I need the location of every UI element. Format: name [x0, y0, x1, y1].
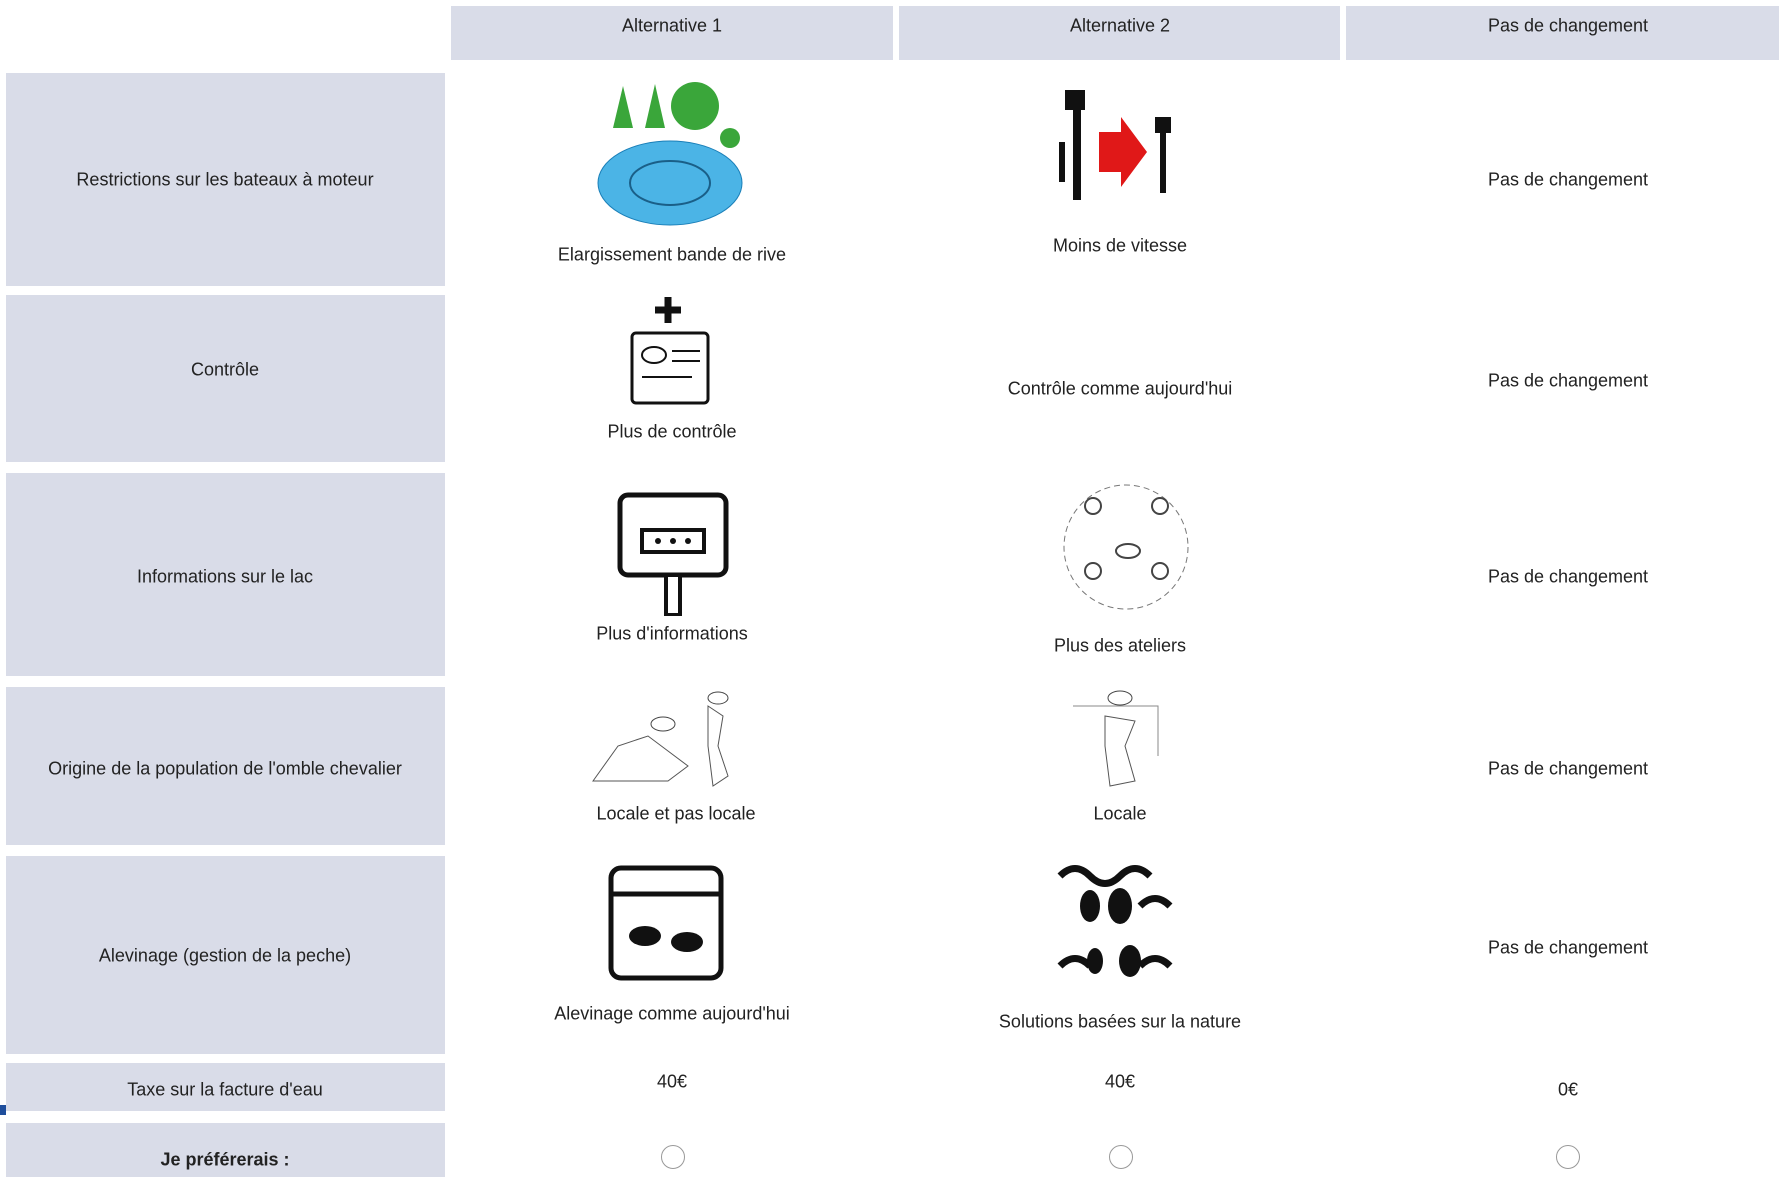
radio-no-change[interactable]	[1556, 1145, 1580, 1169]
price: 0€	[1557, 1079, 1579, 1100]
row-label-cell	[6, 295, 445, 462]
option-caption: Elargissement bande de rive	[557, 244, 787, 265]
row-label-cell	[6, 1123, 445, 1177]
icon-control	[630, 297, 710, 405]
row-label-cell	[6, 73, 445, 286]
column-header: Pas de changement	[1487, 15, 1649, 36]
price: 40€	[1104, 1071, 1136, 1092]
icon-workshops	[1063, 484, 1189, 610]
option-caption: Pas de changement	[1487, 169, 1649, 190]
option-caption: Pas de changement	[1487, 566, 1649, 587]
icon-stocking	[608, 865, 724, 981]
radio-alternative-1[interactable]	[661, 1145, 685, 1169]
radio-alternative-2[interactable]	[1109, 1145, 1133, 1169]
icon-information	[617, 492, 729, 616]
row-label: Origine de la population de l'omble chev…	[48, 758, 402, 779]
row-label: Alevinage (gestion de la peche)	[98, 945, 352, 966]
row-label: Contrôle	[190, 359, 260, 380]
header-cell	[1346, 6, 1779, 60]
icon-speed	[1059, 90, 1171, 200]
row-label: Informations sur le lac	[136, 566, 314, 587]
option-caption: Locale	[1093, 803, 1147, 824]
icon-origin-mixed	[592, 691, 729, 787]
marker	[0, 1105, 6, 1115]
option-caption: Plus des ateliers	[1053, 635, 1187, 656]
header-cell	[899, 6, 1340, 60]
column-header: Alternative 1	[621, 15, 723, 36]
column-header: Alternative 2	[1069, 15, 1171, 36]
row-label-cell	[6, 687, 445, 845]
icon-shore	[597, 82, 743, 226]
icon-nature	[1057, 865, 1173, 977]
header-cell	[451, 6, 893, 60]
icon-origin-local	[1073, 690, 1159, 787]
price: 40€	[656, 1071, 688, 1092]
option-caption: Moins de vitesse	[1052, 235, 1188, 256]
option-caption: Pas de changement	[1487, 937, 1649, 958]
row-label-cell	[6, 473, 445, 676]
row-label: Taxe sur la facture d'eau	[127, 1079, 323, 1100]
option-caption: Contrôle comme aujourd'hui	[1007, 378, 1233, 399]
option-caption: Solutions basées sur la nature	[998, 1011, 1242, 1032]
row-label-cell	[6, 1063, 445, 1111]
option-caption: Pas de changement	[1487, 758, 1649, 779]
option-caption: Locale et pas locale	[596, 803, 756, 824]
option-caption: Pas de changement	[1487, 370, 1649, 391]
row-label: Restrictions sur les bateaux à moteur	[76, 169, 374, 190]
option-caption: Plus d'informations	[596, 623, 748, 644]
option-caption: Alevinage comme aujourd'hui	[554, 1003, 790, 1024]
option-caption: Plus de contrôle	[607, 421, 737, 442]
row-label: Je préférerais :	[160, 1149, 290, 1170]
row-label-cell	[6, 856, 445, 1054]
